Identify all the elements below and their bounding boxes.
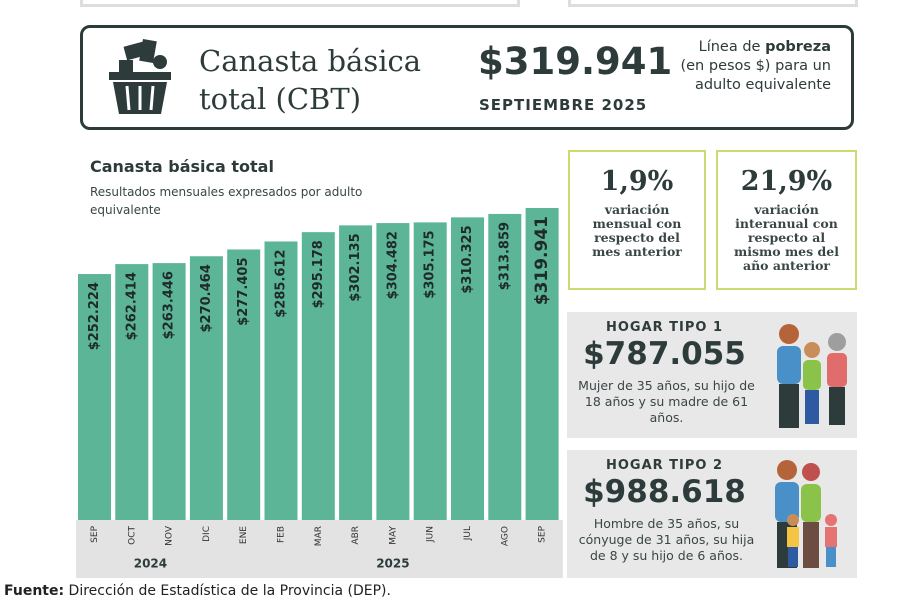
note-bold: pobreza	[765, 39, 831, 55]
bar	[413, 222, 447, 520]
bar-label: $305.175	[423, 230, 438, 298]
x-tick-label: DIC	[202, 526, 212, 542]
bar-label: $270.464	[199, 264, 214, 332]
chart-subtitle: Resultados mensuales expresados por adul…	[90, 185, 363, 217]
cut-box	[568, 0, 858, 7]
bar	[189, 256, 223, 520]
household-text: Hombre de 35 años, su cónyuge de 31 años…	[578, 516, 755, 563]
header-note: Línea de pobreza (en pesos $) para un ad…	[671, 38, 831, 95]
stat-value: 1,9%	[600, 166, 674, 197]
x-tick-label: MAY	[388, 526, 398, 545]
household-box: HOGAR TIPO 1 $787.055 Mujer de 35 años, …	[567, 312, 857, 438]
x-tick-label: MAR	[314, 526, 324, 546]
bar-label: $310.325	[460, 225, 475, 293]
footer: Fuente: Dirección de Estadística de la P…	[4, 583, 391, 599]
stat-box: 1,9% variación mensual con respecto del …	[568, 150, 706, 290]
header-period: SEPTIEMBRE 2025	[479, 96, 648, 114]
stat-text: variación interanual con respecto al mis…	[734, 202, 839, 273]
chart-title: Canasta básica total	[90, 157, 274, 176]
x-tick-label: SEP	[90, 525, 100, 542]
header-amount: $319.941	[478, 40, 673, 83]
group-label: 2024	[134, 557, 167, 571]
stat-text: variación mensual con respecto del mes a…	[592, 202, 682, 259]
bar	[488, 213, 522, 521]
family-icon	[775, 460, 837, 568]
cut-box	[80, 0, 520, 7]
footer-text: Dirección de Estadística de la Provincia…	[68, 583, 391, 599]
bar-label: $263.446	[162, 271, 177, 339]
note-text: Línea de	[698, 39, 761, 55]
x-tick-label: JUN	[426, 526, 436, 543]
household-title: HOGAR TIPO 2	[605, 458, 724, 473]
bar-label: $262.414	[124, 272, 139, 340]
x-tick-label: AGO	[500, 526, 510, 546]
bar	[301, 232, 335, 520]
bar	[376, 223, 410, 520]
household-box: HOGAR TIPO 2 $988.618 Hombre de 35 años,…	[567, 450, 857, 578]
x-tick-label: JUL	[463, 526, 473, 541]
x-tick-label: OCT	[127, 526, 137, 545]
household-amount: $988.618	[583, 474, 746, 510]
bar-label: $295.178	[311, 240, 326, 308]
household-title: HOGAR TIPO 1	[605, 320, 724, 335]
household-text: Mujer de 35 años, su hijo de 18 años y s…	[578, 378, 755, 425]
bar	[78, 274, 111, 520]
bar	[264, 241, 298, 521]
bar	[227, 249, 261, 520]
group-label: 2025	[376, 557, 409, 571]
bar	[525, 208, 559, 520]
x-tick-label: NOV	[165, 525, 175, 546]
footer-label: Fuente:	[4, 583, 65, 599]
x-tick-label: ENE	[239, 526, 249, 544]
bar	[152, 263, 186, 520]
bar-label: $319.941	[532, 216, 552, 305]
header-title: total (CBT)	[199, 82, 362, 116]
x-tick-label: FEB	[277, 526, 287, 543]
header-box: Canasta básica total (CBT) $319.941 SEPT…	[80, 25, 854, 130]
x-tick-label: ABR	[351, 526, 361, 545]
axis-strip	[76, 520, 563, 578]
bar-label: $313.859	[497, 222, 512, 290]
bar-label: $285.612	[274, 249, 289, 317]
chart: Canasta básica total $252.224 SEP $262.414…	[76, 157, 563, 578]
bar-label: $252.224	[87, 282, 102, 350]
household-amount: $787.055	[583, 336, 746, 372]
basket-icon	[109, 38, 171, 114]
x-tick-label: SEP	[538, 525, 548, 542]
bar	[451, 217, 484, 521]
bar	[339, 225, 373, 520]
stat-box: 21,9% variación interanual con respecto …	[716, 150, 857, 290]
bar-label: $304.482	[385, 231, 400, 299]
bar-label: $277.405	[236, 257, 251, 325]
bar-label: $302.135	[348, 233, 363, 301]
family-icon	[777, 324, 847, 428]
header-title: Canasta básica	[199, 44, 422, 78]
note-text: (en pesos $) para un adulto equivalente	[680, 58, 831, 93]
stat-value: 21,9%	[740, 166, 833, 197]
bar	[115, 264, 149, 520]
